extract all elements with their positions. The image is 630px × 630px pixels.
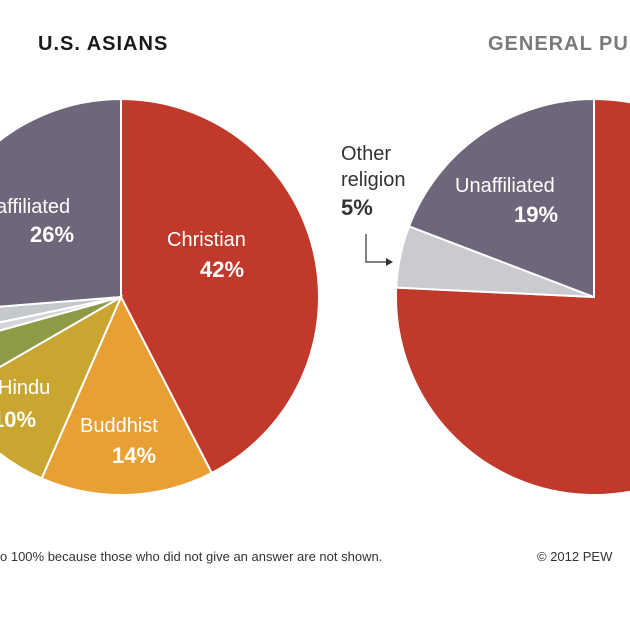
copyright-credit: © 2012 PEW	[537, 549, 613, 564]
footnote-text: o 100% because those who did not give an…	[0, 549, 382, 564]
asians-slice-unaffiliated	[0, 97, 122, 308]
asians-hindu-pct: 10%	[0, 407, 36, 432]
general-other-pct: 5%	[341, 195, 373, 220]
asians-christian-label: Christian	[167, 229, 246, 251]
asians-pie	[0, 97, 320, 496]
general-unaffiliated-label: Unaffiliated	[455, 175, 555, 197]
asians-slice-other-3	[0, 296, 122, 369]
asians-slice-christian	[120, 97, 320, 475]
general-other-arrowhead	[386, 258, 393, 266]
general-slice-unaffiliated	[407, 97, 595, 299]
general-chart-title: GENERAL PU	[488, 33, 629, 55]
general-pie	[395, 97, 630, 496]
asians-chart-title: U.S. ASIANS	[38, 33, 168, 55]
general-other-label-line1: Other	[341, 143, 391, 165]
asians-unaffiliated-label: affiliated	[0, 196, 70, 218]
asians-buddhist-pct: 14%	[112, 443, 156, 468]
asians-hindu-label: Hindu	[0, 377, 50, 399]
asians-buddhist-label: Buddhist	[80, 415, 158, 437]
asians-unaffiliated-pct: 26%	[30, 222, 74, 247]
asians-slice-other-5	[0, 296, 122, 324]
general-other-label-line2: religion	[341, 169, 405, 191]
general-other-leader-line	[365, 234, 386, 263]
asians-christian-pct: 42%	[200, 257, 244, 282]
general-unaffiliated-pct: 19%	[514, 202, 558, 227]
asians-slice-buddhist	[40, 294, 214, 496]
general-slice-christian	[395, 97, 630, 496]
asians-slice-hindu	[0, 294, 124, 480]
